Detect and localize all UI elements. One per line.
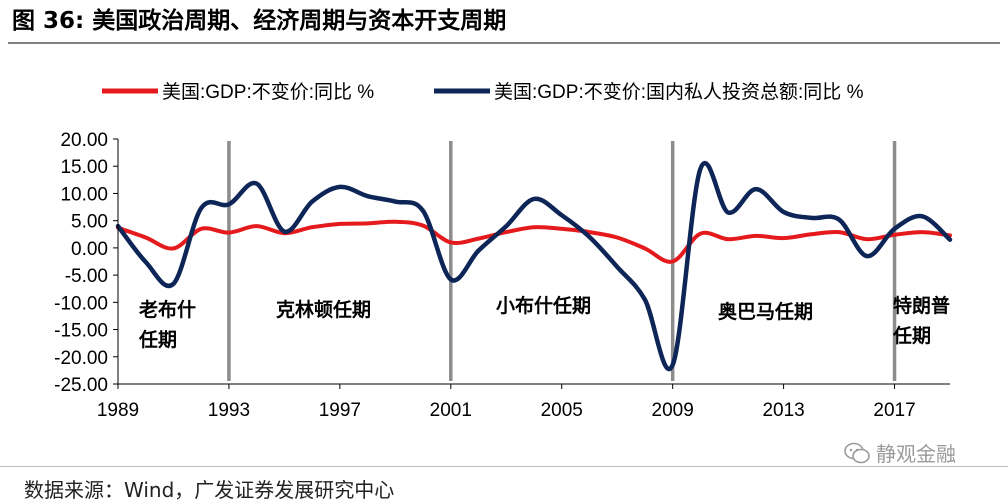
y-axis-ticks: 20.00 15.00 10.00 5.00 0.00 -5.00 -10.00 -15.00… [54,130,118,396]
y-tick-label: 5.00 [71,212,108,233]
x-tick-label: 2009 [652,400,694,421]
source-note: 数据来源：Wind，广发证券发展研究中心 [24,478,395,502]
x-tick-label: 2017 [873,400,915,421]
y-tick-label: -25.00 [54,375,108,396]
term-label: 奥巴马任期 [718,300,813,323]
x-tick-label: 1989 [97,400,139,421]
y-tick-label: 15.00 [60,157,108,178]
term-label: 任期 [892,324,931,347]
legend-label-gdp: 美国:GDP:不变价:同比 % [162,81,374,103]
x-tick-label: 2001 [430,400,472,421]
x-tick-label: 2013 [762,400,804,421]
figure-title: 图 36: 美国政治周期、经济周期与资本开支周期 [12,8,507,34]
title-divider [8,42,1000,44]
y-tick-label: -20.00 [54,348,108,369]
legend-label-investment: 美国:GDP:不变价:国内私人投资总额:同比 % [494,81,864,103]
y-tick-label: -5.00 [65,266,108,287]
term-dividers [227,141,897,381]
y-tick-label: -15.00 [54,321,108,342]
term-label: 小布什任期 [496,294,591,317]
legend: 美国:GDP:不变价:同比 % 美国:GDP:不变价:国内私人投资总额:同比 % [102,81,864,103]
y-tick-label: 20.00 [60,130,108,151]
series-line-gdp [116,219,952,264]
x-tick-label: 1993 [208,400,250,421]
watermark-text: 静观金融 [876,442,956,466]
y-tick-label: 10.00 [60,184,108,205]
series-line-investment [115,160,953,371]
series-lines [115,160,953,371]
y-tick-label: -10.00 [54,293,108,314]
x-axis-ticks: 1989 1993 1997 2001 2005 2009 2013 2017 [97,384,916,421]
y-tick-label: 0.00 [71,239,108,260]
wechat-icon [844,442,870,463]
watermark: 静观金融 [844,438,956,467]
term-label: 克林顿任期 [276,298,371,321]
x-tick-label: 1997 [319,400,361,421]
line-chart: 美国:GDP:不变价:同比 % 美国:GDP:不变价:国内私人投资总额:同比 %… [54,81,953,421]
footer-divider [0,466,1008,467]
term-label: 特朗普 [893,294,950,317]
term-label: 任期 [138,328,177,351]
term-label: 老布什 [139,298,196,321]
x-tick-label: 2005 [541,400,583,421]
